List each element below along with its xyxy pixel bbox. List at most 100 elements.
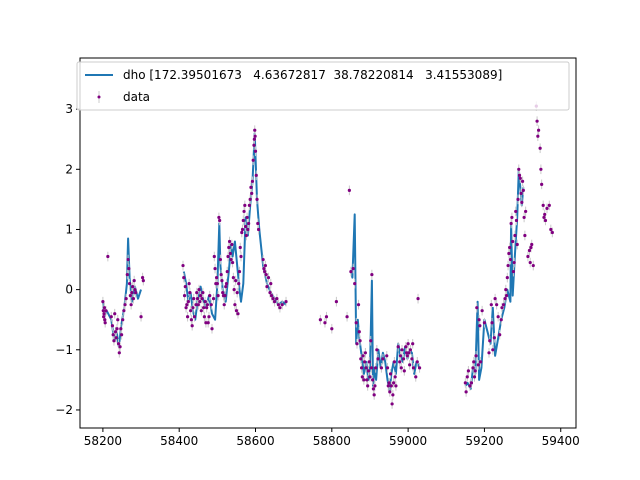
data-point xyxy=(184,306,188,310)
data-point xyxy=(498,333,502,337)
data-point xyxy=(271,297,275,301)
data-point xyxy=(272,300,277,304)
data-point xyxy=(506,263,510,268)
data-point xyxy=(263,263,268,268)
data-point xyxy=(393,375,397,379)
data-point xyxy=(256,221,260,226)
data-point xyxy=(189,309,193,313)
data-point xyxy=(219,272,223,277)
data-point xyxy=(203,300,207,304)
data-point xyxy=(252,143,256,147)
data-point xyxy=(355,342,359,346)
x-tick-label: 59000 xyxy=(389,434,427,448)
data-point xyxy=(353,282,357,286)
data-point xyxy=(490,321,494,325)
data-point xyxy=(488,339,492,343)
data-point xyxy=(249,185,253,189)
data-point xyxy=(356,303,361,307)
data-point xyxy=(226,254,230,259)
y-tick-label: −1 xyxy=(55,343,73,357)
data-point xyxy=(207,315,211,319)
data-point xyxy=(401,357,406,361)
data-point xyxy=(365,378,369,382)
legend-label-model: dho [172.39501673 4.63672817 38.78220814… xyxy=(123,68,502,82)
data-point xyxy=(528,260,532,265)
data-point xyxy=(132,279,136,283)
data-point xyxy=(478,324,482,328)
data-point xyxy=(508,257,512,262)
data-point xyxy=(542,215,546,220)
data-point xyxy=(254,173,258,177)
data-point xyxy=(318,318,322,322)
data-point xyxy=(480,309,484,313)
data-point xyxy=(118,345,122,349)
data-point xyxy=(189,318,194,322)
data-point xyxy=(537,128,541,132)
data-point xyxy=(396,345,400,349)
data-point xyxy=(517,173,522,177)
data-point xyxy=(385,354,389,358)
data-point xyxy=(278,306,282,310)
data-point xyxy=(404,351,409,355)
data-point xyxy=(507,251,511,256)
data-point xyxy=(530,242,534,247)
legend-label-data: data xyxy=(123,90,150,104)
data-point xyxy=(236,312,240,316)
data-point xyxy=(124,297,128,301)
data-point xyxy=(524,209,528,214)
data-point xyxy=(386,384,390,388)
data-point xyxy=(516,197,520,201)
data-point xyxy=(347,188,351,192)
data-point xyxy=(133,288,137,292)
data-point xyxy=(472,375,477,379)
data-point xyxy=(538,146,542,150)
data-point xyxy=(400,348,404,352)
data-point xyxy=(134,291,138,295)
data-point xyxy=(188,291,192,295)
data-point xyxy=(373,384,377,388)
data-point xyxy=(199,309,203,313)
data-point xyxy=(514,209,518,214)
data-point xyxy=(231,275,235,280)
data-point xyxy=(192,297,196,301)
x-axis-ticks: 58200 58400 58600 58800 59000 59200 59400 xyxy=(84,428,580,448)
data-point xyxy=(237,269,242,274)
data-point xyxy=(514,218,519,223)
data-point xyxy=(247,221,251,226)
data-point xyxy=(206,321,210,325)
data-point xyxy=(119,333,124,337)
data-point xyxy=(230,242,234,247)
data-point xyxy=(240,230,244,235)
data-point xyxy=(117,351,121,355)
y-tick-label: 3 xyxy=(65,102,73,116)
data-point xyxy=(504,294,509,298)
data-point xyxy=(529,245,533,250)
axes-frame xyxy=(79,57,577,429)
data-point xyxy=(547,203,551,207)
data-point xyxy=(411,342,415,346)
data-point xyxy=(125,272,129,277)
data-point xyxy=(531,263,535,268)
data-point xyxy=(250,191,254,195)
data-point xyxy=(368,375,372,379)
data-point xyxy=(110,324,115,328)
data-point xyxy=(369,339,373,343)
data-point xyxy=(334,300,338,304)
data-point xyxy=(367,360,371,364)
data-point xyxy=(399,366,403,370)
data-point xyxy=(496,315,500,319)
data-point xyxy=(500,306,504,310)
data-point xyxy=(224,282,229,286)
y-tick-label: −2 xyxy=(55,403,73,417)
data-point xyxy=(482,321,487,325)
data-point xyxy=(513,233,517,238)
data-point xyxy=(250,179,255,183)
data-point xyxy=(245,215,249,220)
data-point xyxy=(362,378,366,382)
data-point xyxy=(358,339,362,343)
data-point xyxy=(139,315,143,319)
data-point xyxy=(101,309,105,313)
data-point xyxy=(385,366,390,370)
data-point xyxy=(185,315,190,319)
